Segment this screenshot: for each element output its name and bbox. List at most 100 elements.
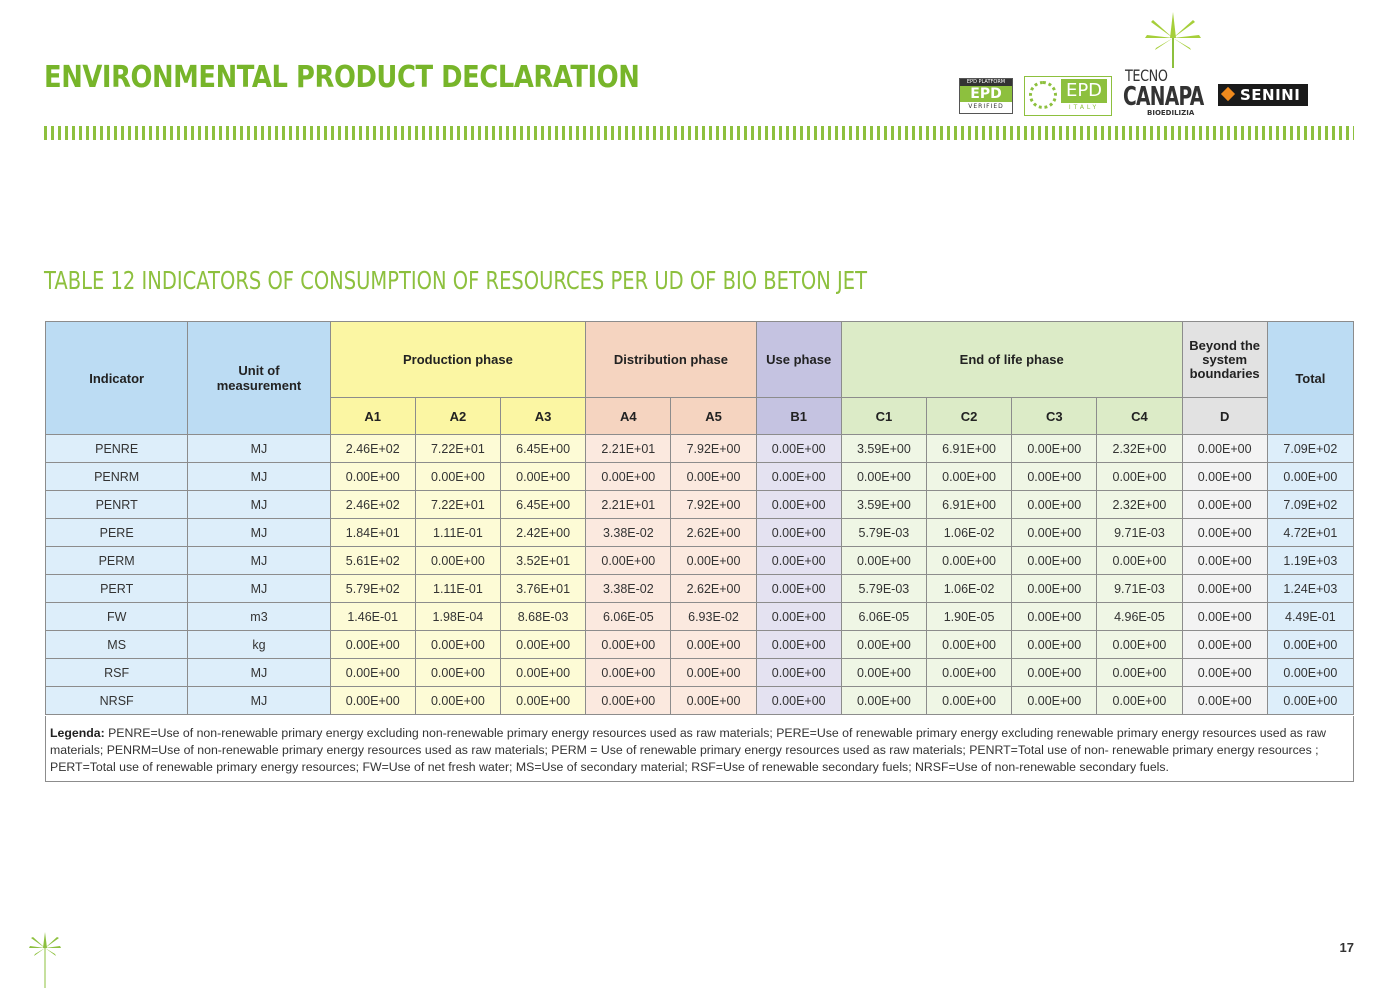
value-cell: 0.00E+00 [925, 546, 1013, 575]
value-cell: 0.00E+00 [755, 434, 842, 463]
value-cell: 0.00E+00 [755, 686, 842, 715]
value-cell: 0.00E+00 [414, 658, 502, 687]
value-cell: 0.00E+00 [670, 462, 757, 491]
value-cell: 3.38E-02 [585, 518, 672, 547]
header-module: C1 [840, 397, 927, 435]
value-cell: 2.32E+00 [1096, 490, 1183, 519]
value-cell: 1.06E-02 [925, 574, 1013, 603]
indicator-cell: PENRE [44, 434, 189, 463]
value-cell: 6.45E+00 [499, 434, 587, 463]
legend-text: PENRE=Use of non-renewable primary energ… [50, 726, 1327, 774]
value-cell: 0.00E+00 [1011, 434, 1098, 463]
table-row: FW m3 1.46E-01 1.98E-04 8.68E-03 6.06E-05 6.93… [44, 602, 1355, 631]
value-cell: 1.46E-01 [329, 602, 416, 631]
tecno-text: TECNO [1125, 66, 1168, 85]
indicator-cell: PERE [44, 518, 189, 547]
value-cell: 0.00E+00 [1096, 686, 1183, 715]
value-cell: 0.00E+00 [1011, 462, 1098, 491]
indicator-cell: MS [44, 630, 189, 659]
value-cell: 0.00E+00 [585, 630, 672, 659]
value-cell: 0.00E+00 [755, 602, 842, 631]
value-cell: 7.92E+00 [670, 434, 757, 463]
value-cell: 0.00E+00 [329, 462, 416, 491]
header-unit: Unit of measurement [187, 321, 331, 435]
value-cell: 0.00E+00 [1096, 658, 1183, 687]
tecno-canapa-logo: TECNO CANAPA BIOEDILIZIA [1119, 8, 1204, 118]
table-row: PENRE MJ 2.46E+02 7.22E+01 6.45E+00 2.21E+01 7… [44, 434, 1355, 463]
value-cell: 0.00E+00 [1011, 490, 1098, 519]
value-cell: 0.00E+00 [755, 518, 842, 547]
value-cell: 0.00E+00 [1096, 630, 1183, 659]
senini-text: SENINI [1240, 86, 1301, 104]
value-cell: 0.00E+00 [755, 630, 842, 659]
value-cell: 0.00E+00 [1096, 462, 1183, 491]
unit-cell: MJ [187, 574, 331, 603]
value-cell: 2.62E+00 [670, 518, 757, 547]
value-cell: 0.00E+00 [670, 630, 757, 659]
value-cell: 3.59E+00 [840, 434, 927, 463]
value-cell: 0.00E+00 [840, 462, 927, 491]
value-cell: 0.00E+00 [840, 630, 927, 659]
value-cell: 9.71E-03 [1096, 518, 1183, 547]
value-cell: 0.00E+00 [329, 686, 416, 715]
legend-label: Legenda: [50, 726, 105, 740]
table-row: PENRT MJ 2.46E+02 7.22E+01 6.45E+00 2.21E+01 7… [44, 490, 1355, 519]
table-row: PENRM MJ 0.00E+00 0.00E+00 0.00E+00 0.00E+00 0… [44, 462, 1355, 491]
value-cell: 6.91E+00 [925, 490, 1013, 519]
diamond-icon [1220, 86, 1236, 102]
hemp-leaf-icon [1145, 12, 1201, 68]
value-cell: 3.52E+01 [499, 546, 587, 575]
value-cell: 0.00E+00 [1011, 658, 1098, 687]
header-module: A1 [329, 397, 416, 435]
header-module: A5 [670, 397, 757, 435]
total-cell: 7.09E+02 [1266, 490, 1355, 519]
unit-cell: MJ [187, 658, 331, 687]
value-cell: 2.32E+00 [1096, 434, 1183, 463]
value-cell: 1.11E-01 [414, 574, 502, 603]
header-module: C3 [1011, 397, 1098, 435]
header-total: Total [1266, 321, 1355, 435]
value-cell: 0.00E+00 [1011, 574, 1098, 603]
value-cell: 0.00E+00 [925, 630, 1013, 659]
indicator-cell: PENRT [44, 490, 189, 519]
value-cell: 0.00E+00 [1181, 658, 1268, 687]
value-cell: 0.00E+00 [414, 462, 502, 491]
value-cell: 1.90E-05 [925, 602, 1013, 631]
value-cell: 7.92E+00 [670, 490, 757, 519]
value-cell: 0.00E+00 [1011, 518, 1098, 547]
indicator-cell: PERT [44, 574, 189, 603]
epd-italy-sub: ITALY [1068, 104, 1100, 111]
value-cell: 0.00E+00 [499, 658, 587, 687]
header-module: B1 [755, 397, 842, 435]
value-cell: 3.59E+00 [840, 490, 927, 519]
value-cell: 0.00E+00 [499, 462, 587, 491]
value-cell: 3.76E+01 [499, 574, 587, 603]
table-row: PERM MJ 5.61E+02 0.00E+00 3.52E+01 0.00E+00 0.… [44, 546, 1355, 575]
header-module: A4 [585, 397, 672, 435]
value-cell: 1.11E-01 [414, 518, 502, 547]
header-use-phase: Use phase [755, 321, 842, 398]
value-cell: 0.00E+00 [585, 658, 672, 687]
value-cell: 7.22E+01 [414, 434, 502, 463]
value-cell: 5.79E-03 [840, 574, 927, 603]
table-row: MS kg 0.00E+00 0.00E+00 0.00E+00 0.00E+00 0.00… [44, 630, 1355, 659]
value-cell: 0.00E+00 [1181, 434, 1268, 463]
logo-group: EPD PLATFORM EPD VERIFIED EPD ITALY TECN… [954, 8, 1354, 118]
value-cell: 1.06E-02 [925, 518, 1013, 547]
value-cell: 0.00E+00 [925, 686, 1013, 715]
value-cell: 0.00E+00 [1011, 546, 1098, 575]
table-row: NRSF MJ 0.00E+00 0.00E+00 0.00E+00 0.00E+00 0.… [44, 686, 1355, 715]
senini-logo: SENINI [1218, 84, 1308, 106]
indicator-cell: FW [44, 602, 189, 631]
value-cell: 0.00E+00 [1011, 602, 1098, 631]
total-cell: 4.72E+01 [1266, 518, 1355, 547]
header-module: D [1181, 397, 1268, 435]
value-cell: 0.00E+00 [1181, 630, 1268, 659]
total-cell: 7.09E+02 [1266, 434, 1355, 463]
value-cell: 8.68E-03 [499, 602, 587, 631]
header-module: C2 [925, 397, 1013, 435]
value-cell: 0.00E+00 [1181, 686, 1268, 715]
value-cell: 0.00E+00 [755, 658, 842, 687]
header-end-of-life-phase: End of life phase [840, 321, 1183, 398]
value-cell: 0.00E+00 [1181, 574, 1268, 603]
